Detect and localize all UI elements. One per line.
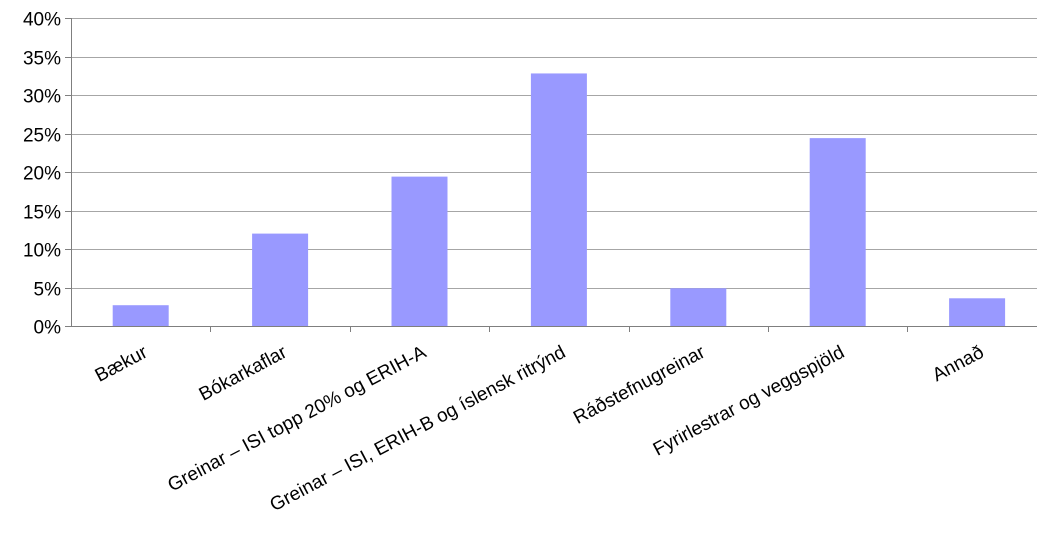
y-tick-labels: 0% 5% 10% 15% 20% 25% 30% 35% 40% [23,10,61,339]
y-tick-label: 25% [23,126,61,147]
y-tick-label: 20% [23,164,61,185]
y-tick-label: 40% [23,10,61,31]
bars [112,73,1006,326]
y-tick-label: 10% [23,241,61,262]
axes [65,18,1037,332]
bar [809,138,866,326]
bar [391,176,448,326]
y-tick-label: 35% [23,49,61,70]
bar [252,233,309,326]
y-tick-label: 0% [34,318,62,339]
y-tick-label: 15% [23,203,61,224]
y-tick-label: 5% [34,280,62,301]
bar [670,288,727,326]
x-category-label: Ráðstefnugreinar [570,342,709,429]
x-category-label: Greinar – ISI, ERIH-B og íslensk ritrýnd [267,342,570,516]
x-category-label: Greinar – ISI topp 20% og ERIH-A [164,342,430,497]
x-category-label: Bækur [92,342,152,387]
y-tick-label: 30% [23,87,61,108]
bar [949,298,1006,326]
x-category-label: Bókarkaflar [196,342,291,406]
bar [530,73,587,326]
x-category-label: Annað [929,342,987,386]
bar [112,305,169,326]
